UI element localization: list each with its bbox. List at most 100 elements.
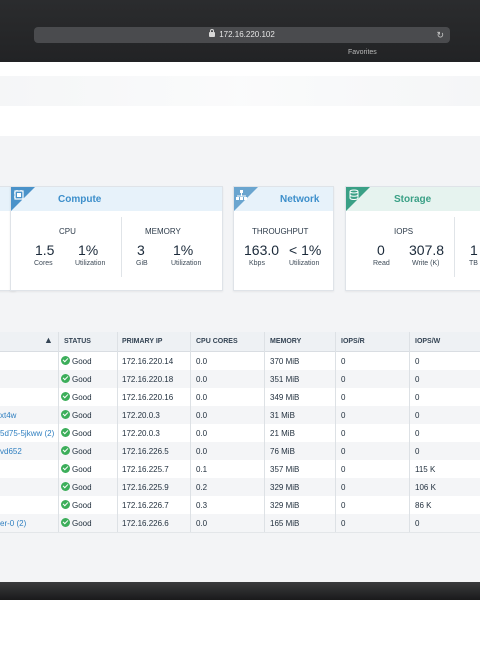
status-good-icon xyxy=(61,482,70,491)
sort-ascending-icon[interactable]: ▲ xyxy=(44,335,53,345)
cell-ip: 172.16.225.7 xyxy=(122,465,169,474)
cell-status: Good xyxy=(72,483,92,492)
address-bar[interactable]: 172.16.220.102 ↻ xyxy=(34,27,450,43)
cell-ip: 172.16.220.18 xyxy=(122,375,174,384)
cell-status: Good xyxy=(72,501,92,510)
network-card: Network THROUGHPUT 163.0 Kbps < 1% Utili… xyxy=(233,186,334,291)
storage-title: Storage xyxy=(394,194,432,205)
chip-icon xyxy=(11,187,35,211)
cell-iops-r: 0 xyxy=(341,447,346,456)
cell-memory: 31 MiB xyxy=(270,411,295,420)
status-good-icon xyxy=(61,374,70,383)
col-cpu-cores[interactable]: CPU CORES xyxy=(196,338,238,345)
memory-label: MEMORY xyxy=(145,227,181,236)
dashboard-content: Compute CPU 1.5 Cores 1% Utilization MEM… xyxy=(0,62,480,582)
cell-status: Good xyxy=(72,411,92,420)
table-row[interactable]: Good 172.16.220.16 0.0 349 MiB 0 0 xyxy=(0,388,480,407)
status-good-icon xyxy=(61,428,70,437)
table-row[interactable]: Good 172.16.225.7 0.1 357 MiB 0 115 K xyxy=(0,460,480,479)
database-icon xyxy=(346,187,370,211)
col-iops-w[interactable]: IOPS/W xyxy=(415,338,441,345)
cell-iops-w: 0 xyxy=(415,375,420,384)
cell-cpu: 0.0 xyxy=(196,375,208,384)
col-status[interactable]: STATUS xyxy=(64,338,91,345)
cell-status: Good xyxy=(72,393,92,402)
cpu-util-value: 1% xyxy=(78,242,99,258)
memory-util-label: Utilization xyxy=(171,260,202,267)
table-header: ▲ STATUS PRIMARY IP CPU CORES MEMORY IOP… xyxy=(0,332,480,352)
table-row[interactable]: vd652 Good 172.16.226.5 0.0 76 MiB 0 0 xyxy=(0,442,480,461)
cell-ip: 172.20.0.3 xyxy=(122,411,160,420)
memory-unit: GiB xyxy=(136,260,148,267)
cell-name[interactable]: er-0 (2) xyxy=(0,519,27,528)
network-title: Network xyxy=(280,194,320,205)
cell-cpu: 0.0 xyxy=(196,393,208,402)
column-divider xyxy=(58,332,59,532)
cell-ip: 172.20.0.3 xyxy=(122,429,160,438)
favorites-tab[interactable]: Favorites xyxy=(348,49,377,56)
cell-cpu: 0.3 xyxy=(196,501,208,510)
memory-util-value: 1% xyxy=(173,242,194,258)
cell-name[interactable]: xt4w xyxy=(0,411,17,420)
cell-iops-r: 0 xyxy=(341,519,346,528)
table-row[interactable]: Good 172.16.220.14 0.0 370 MiB 0 0 xyxy=(0,352,480,371)
storage-extra-value: 1 xyxy=(470,242,478,258)
throughput-value: 163.0 xyxy=(244,242,280,258)
network-util-value: < 1% xyxy=(289,242,322,258)
cpu-label: CPU xyxy=(59,227,76,236)
col-memory[interactable]: MEMORY xyxy=(270,338,302,345)
col-iops-r[interactable]: IOPS/R xyxy=(341,338,365,345)
cell-ip: 172.16.220.14 xyxy=(122,357,174,366)
table-row[interactable]: er-0 (2) Good 172.16.226.6 0.0 165 MiB 0 0 xyxy=(0,514,480,533)
cell-status: Good xyxy=(72,357,92,366)
cell-cpu: 0.2 xyxy=(196,483,208,492)
throughput-unit: Kbps xyxy=(249,260,265,267)
compute-card: Compute CPU 1.5 Cores 1% Utilization MEM… xyxy=(10,186,223,291)
cell-status: Good xyxy=(72,447,92,456)
table-row[interactable]: Good 172.16.225.9 0.2 329 MiB 0 106 K xyxy=(0,478,480,497)
storage-extra-label: TB xyxy=(469,260,478,267)
url-text: 172.16.220.102 xyxy=(219,30,275,39)
cell-cpu: 0.0 xyxy=(196,429,208,438)
cell-cpu: 0.0 xyxy=(196,411,208,420)
cell-iops-r: 0 xyxy=(341,357,346,366)
status-good-icon xyxy=(61,410,70,419)
table-row[interactable]: Good 172.16.226.7 0.3 329 MiB 0 86 K xyxy=(0,496,480,515)
reload-icon[interactable]: ↻ xyxy=(436,30,444,40)
cell-iops-r: 0 xyxy=(341,483,346,492)
status-good-icon xyxy=(61,356,70,365)
cell-status: Good xyxy=(72,429,92,438)
iops-read-label: Read xyxy=(373,260,390,267)
status-good-icon xyxy=(61,392,70,401)
header-band xyxy=(0,62,480,136)
cpu-cores-label: Cores xyxy=(34,260,53,267)
browser-window: 172.16.220.102 ↻ Favorites Compute CPU xyxy=(0,0,480,600)
col-primary-ip[interactable]: PRIMARY IP xyxy=(122,338,163,345)
cell-name[interactable]: 5d75-5jkww (2) xyxy=(0,429,55,438)
cell-iops-r: 0 xyxy=(341,411,346,420)
compute-card-header: Compute xyxy=(11,187,222,211)
cell-iops-w: 0 xyxy=(415,429,420,438)
cell-iops-r: 0 xyxy=(341,501,346,510)
iops-write-label: Write (K) xyxy=(412,260,440,267)
cell-cpu: 0.0 xyxy=(196,519,208,528)
cpu-util-label: Utilization xyxy=(75,260,106,267)
column-divider xyxy=(409,332,410,532)
cell-ip: 172.16.226.6 xyxy=(122,519,169,528)
cell-memory: 329 MiB xyxy=(270,483,300,492)
cell-memory: 357 MiB xyxy=(270,465,300,474)
cell-iops-w: 115 K xyxy=(415,465,436,474)
table-row[interactable]: Good 172.16.220.18 0.0 351 MiB 0 0 xyxy=(0,370,480,389)
storage-card-header: Storage xyxy=(346,187,480,211)
table-row[interactable]: xt4w Good 172.20.0.3 0.0 31 MiB 0 0 xyxy=(0,406,480,425)
iops-label: IOPS xyxy=(394,227,414,236)
cell-iops-w: 0 xyxy=(415,519,420,528)
column-divider xyxy=(264,332,265,532)
cpu-cores-value: 1.5 xyxy=(35,242,55,258)
network-util-label: Utilization xyxy=(289,260,320,267)
table-row[interactable]: 5d75-5jkww (2) Good 172.20.0.3 0.0 21 MiB 0 0 xyxy=(0,424,480,443)
iops-write-value: 307.8 xyxy=(409,242,445,258)
cell-memory: 370 MiB xyxy=(270,357,300,366)
status-good-icon xyxy=(61,464,70,473)
cell-name[interactable]: vd652 xyxy=(0,447,22,456)
